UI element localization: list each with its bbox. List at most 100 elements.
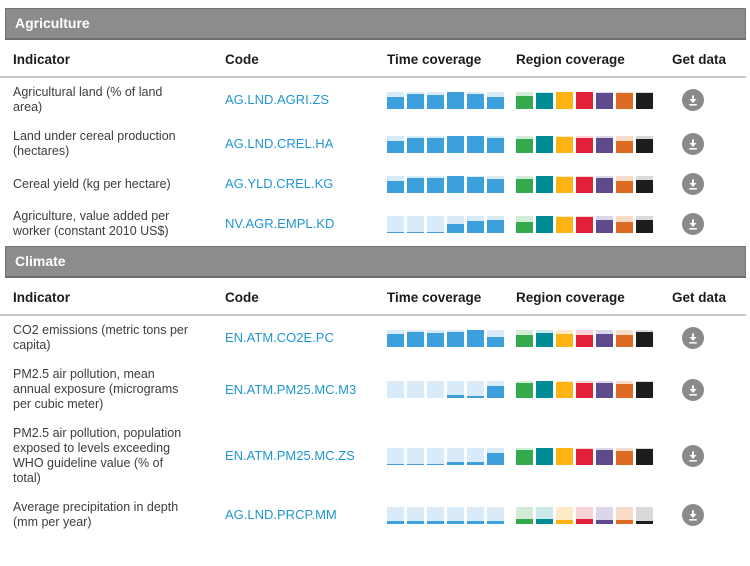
coverage-fill	[447, 461, 464, 465]
indicator-name: CO2 emissions (metric tons per capita)	[13, 323, 189, 352]
time-coverage-bars	[387, 91, 516, 109]
indicator-name: Agricultural land (% of land area)	[13, 85, 163, 114]
region-coverage-cell-orange	[616, 381, 633, 398]
coverage-fill	[576, 519, 593, 524]
coverage-fill	[387, 464, 404, 465]
coverage-fill	[576, 448, 593, 465]
indicator-code-link[interactable]: AG.YLD.CREL.KG	[225, 176, 334, 191]
table-row: PM2.5 air pollution, mean annual exposur…	[0, 360, 750, 419]
get-data-button[interactable]	[682, 89, 704, 111]
indicator-code-link[interactable]: AG.LND.PRCP.MM	[225, 507, 337, 522]
time-coverage-cell	[407, 329, 424, 347]
time-coverage-cell	[407, 175, 424, 193]
region-coverage-cell-teal	[536, 381, 553, 398]
indicator-code-link[interactable]: EN.ATM.CO2E.PC	[225, 330, 334, 345]
time-coverage-cell	[487, 381, 504, 398]
time-coverage-cell	[487, 447, 504, 465]
indicator-code: EN.ATM.CO2E.PC	[225, 329, 387, 347]
table-row: Cereal yield (kg per hectare) AG.YLD.CRE…	[0, 166, 750, 202]
indicator-code-link[interactable]: AG.LND.CREL.HA	[225, 136, 334, 151]
time-coverage-cell	[407, 91, 424, 109]
time-coverage-cell	[427, 135, 444, 153]
indicator-code: AG.YLD.CREL.KG	[225, 175, 387, 193]
coverage-fill	[516, 334, 533, 347]
get-data-button[interactable]	[682, 327, 704, 349]
region-coverage-cell-black	[636, 329, 653, 347]
region-coverage-cell-black	[636, 215, 653, 233]
coverage-fill	[616, 520, 633, 524]
region-coverage-bars	[516, 447, 672, 465]
time-coverage-cell	[427, 91, 444, 109]
indicator-code-link[interactable]: EN.ATM.PM25.MC.ZS	[225, 448, 355, 463]
time-coverage-bars	[387, 381, 516, 398]
get-data-button[interactable]	[682, 504, 704, 526]
coverage-fill	[467, 176, 484, 193]
time-coverage-cell	[467, 175, 484, 193]
coverage-fill	[387, 96, 404, 109]
region-coverage-cell-amber	[556, 215, 573, 233]
download-icon	[689, 451, 697, 462]
coverage-fill	[616, 221, 633, 233]
get-data-button[interactable]	[682, 445, 704, 467]
time-coverage-cell	[447, 135, 464, 153]
region-coverage-cell-orange	[616, 215, 633, 233]
table-row: Land under cereal production (hectares) …	[0, 122, 750, 166]
region-coverage-cell-orange	[616, 447, 633, 465]
coverage-fill	[447, 520, 464, 524]
coverage-fill	[467, 521, 484, 524]
section-header: Agriculture	[5, 8, 746, 40]
coverage-fill	[447, 91, 464, 109]
coverage-fill	[407, 138, 424, 153]
column-header: Time coverage	[387, 52, 482, 67]
region-coverage-cell-amber	[556, 447, 573, 465]
indicator-code-link[interactable]: AG.LND.AGRI.ZS	[225, 92, 330, 107]
coverage-fill	[636, 138, 653, 153]
coverage-fill	[576, 177, 593, 193]
column-header: Indicator	[13, 52, 71, 67]
indicator-code-link[interactable]: EN.ATM.PM25.MC.M3	[225, 381, 357, 397]
time-coverage-cell	[447, 215, 464, 233]
indicator-code: AG.LND.PRCP.MM	[225, 506, 387, 524]
coverage-fill	[516, 383, 533, 398]
coverage-fill	[636, 92, 653, 109]
download-icon	[689, 219, 697, 230]
time-coverage-cell	[387, 506, 404, 524]
region-coverage-cell-green	[516, 506, 533, 524]
indicator-name: Land under cereal production (hectares)	[13, 129, 176, 158]
time-coverage-cell	[427, 175, 444, 193]
column-header: Get data	[672, 290, 727, 305]
coverage-fill	[387, 141, 404, 153]
time-coverage-cell	[467, 135, 484, 153]
coverage-fill	[596, 220, 613, 233]
get-data-button[interactable]	[682, 173, 704, 195]
time-coverage-cell	[487, 135, 504, 153]
get-data-button[interactable]	[682, 378, 704, 401]
time-coverage-cell	[447, 329, 464, 347]
coverage-fill	[596, 137, 613, 153]
time-coverage-cell	[407, 506, 424, 524]
get-data-cell	[672, 504, 732, 526]
coverage-fill	[596, 449, 613, 465]
indicator-code-link[interactable]: NV.AGR.EMPL.KD	[225, 216, 335, 231]
region-coverage-cell-amber	[556, 175, 573, 193]
get-data-button[interactable]	[682, 133, 704, 155]
time-coverage-cell	[447, 175, 464, 193]
column-header: Code	[225, 52, 259, 67]
get-data-cell	[672, 445, 732, 467]
coverage-fill	[447, 332, 464, 347]
column-headers: Indicator Code Time coverage Region coverag…	[0, 40, 746, 78]
indicator-code: NV.AGR.EMPL.KD	[225, 215, 387, 233]
get-data-button[interactable]	[682, 213, 704, 235]
coverage-fill	[387, 520, 404, 524]
coverage-fill	[596, 178, 613, 193]
region-coverage-cell-green	[516, 329, 533, 347]
region-coverage-cell-orange	[616, 329, 633, 347]
time-coverage-cell	[487, 91, 504, 109]
coverage-fill	[536, 333, 553, 347]
coverage-fill	[427, 138, 444, 153]
coverage-fill	[596, 383, 613, 398]
region-coverage-cell-amber	[556, 329, 573, 347]
time-coverage-cell	[487, 506, 504, 524]
coverage-fill	[467, 395, 484, 398]
coverage-fill	[487, 178, 504, 193]
